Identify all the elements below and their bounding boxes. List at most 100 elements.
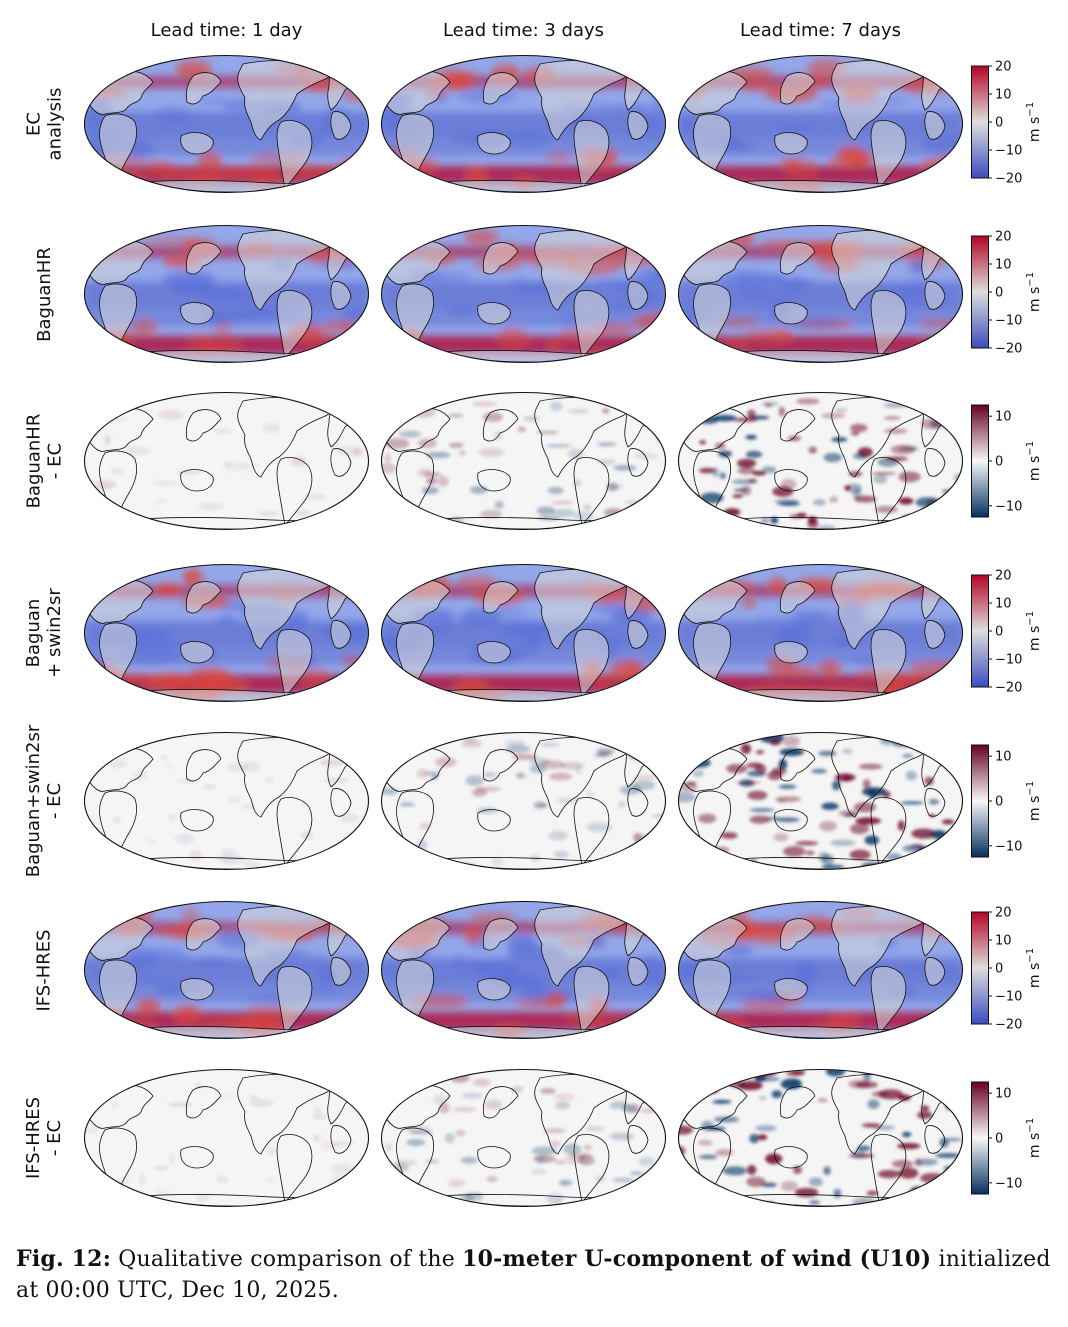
map-outline — [380, 224, 667, 364]
colorbar-unit: m s−1 — [1025, 781, 1043, 821]
map-outline — [83, 54, 370, 194]
colorbar-4: 20 10 0 −10 −20 m s−1 — [971, 569, 1043, 696]
colorbar-tick-label: 0 — [995, 286, 1003, 301]
colorbar-tick-label: 10 — [995, 597, 1012, 612]
coastline — [439, 180, 631, 193]
coastline — [870, 290, 907, 359]
coastline — [774, 641, 808, 664]
coastline — [330, 620, 352, 649]
coastline — [774, 132, 808, 155]
coastline — [185, 242, 222, 275]
coastline — [774, 469, 808, 492]
coastline — [924, 957, 946, 986]
coastline — [276, 1134, 313, 1203]
coastline — [924, 1125, 946, 1154]
colorbar-tick-label: −10 — [995, 839, 1022, 854]
coastline — [779, 581, 816, 614]
colorbar-tick-label: −10 — [995, 1176, 1022, 1191]
coastline — [477, 809, 511, 832]
map-outline — [380, 391, 667, 531]
coastline — [924, 788, 946, 817]
map-outline — [380, 900, 667, 1040]
coastline — [185, 409, 222, 442]
coastline — [779, 409, 816, 442]
coastline — [573, 1134, 610, 1203]
map-outline — [380, 54, 667, 194]
colorbar-unit: m s−1 — [1025, 948, 1043, 988]
coastline — [870, 629, 907, 698]
coastline — [627, 957, 649, 986]
row-label-5: Baguan+swin2sr - EC — [12, 725, 76, 877]
coastline — [482, 72, 519, 105]
colorbar-tick-label: 10 — [995, 750, 1012, 765]
coastline — [774, 809, 808, 832]
colorbar-6: 20 10 0 −10 −20 m s−1 — [971, 906, 1043, 1033]
row-label-text: IFS-HRES — [33, 928, 55, 1012]
coastline — [627, 788, 649, 817]
map-outline — [83, 224, 370, 364]
map-outline — [677, 563, 964, 703]
colorbar-tick-label: −20 — [995, 1018, 1022, 1033]
colorbar-tick-label: 0 — [995, 116, 1003, 131]
colorbar-5: 10 0 −10 m s−1 — [971, 744, 1043, 858]
map-outline — [380, 563, 667, 703]
coastline — [180, 978, 214, 1001]
colorbar-tick-label: −20 — [995, 681, 1022, 696]
colorbar-unit: m s−1 — [1025, 102, 1043, 142]
coastline — [185, 1086, 222, 1119]
coastline — [573, 629, 610, 698]
coastline — [924, 448, 946, 477]
map-outline — [83, 900, 370, 1040]
colorbar-gradient — [971, 235, 989, 349]
map-panel-6-1 — [83, 900, 370, 1040]
coastline — [779, 242, 816, 275]
coastline — [627, 111, 649, 140]
coastline — [482, 242, 519, 275]
coastline — [142, 1026, 334, 1039]
coastline — [482, 749, 519, 782]
coastline — [180, 1146, 214, 1169]
colorbar-unit: m s−1 — [1025, 611, 1043, 651]
colorbar-unit: m s−1 — [1025, 441, 1043, 481]
colorbar-tick-label: −10 — [995, 144, 1022, 159]
colorbar-tick-label: −20 — [995, 172, 1022, 187]
coastline — [573, 966, 610, 1035]
map-panel-6-2 — [380, 900, 667, 1040]
coastline — [774, 1146, 808, 1169]
colorbar-unit: m s−1 — [1025, 1118, 1043, 1158]
coastline — [180, 302, 214, 325]
colorbar-unit: m s−1 — [1025, 272, 1043, 312]
coastline — [330, 1125, 352, 1154]
colorbar-tick-label: −10 — [995, 314, 1022, 329]
colorbar-tick-label: −10 — [995, 990, 1022, 1005]
coastline — [142, 350, 334, 363]
map-outline — [380, 1068, 667, 1208]
coastline — [477, 132, 511, 155]
row-label-text: BaguanHR — [33, 246, 55, 342]
coastline — [330, 111, 352, 140]
coastline — [573, 290, 610, 359]
map-panel-6-3 — [677, 900, 964, 1040]
coastline — [330, 957, 352, 986]
map-panel-5-1 — [83, 731, 370, 871]
coastline — [482, 581, 519, 614]
coastline — [276, 120, 313, 189]
coastline — [477, 302, 511, 325]
colorbar-tick-label: 10 — [995, 410, 1012, 425]
coastline — [330, 788, 352, 817]
colorbar-gradient — [971, 65, 989, 179]
map-panel-4-1 — [83, 563, 370, 703]
coastline — [627, 620, 649, 649]
map-outline — [380, 731, 667, 871]
map-panel-2-2 — [380, 224, 667, 364]
coastline — [477, 1146, 511, 1169]
figure-caption: Fig. 12: Qualitative comparison of the 1… — [16, 1244, 1056, 1306]
coastline — [142, 180, 334, 193]
map-outline — [677, 900, 964, 1040]
coastline — [276, 797, 313, 866]
row-label-1: EC analysis — [12, 54, 76, 194]
map-panel-3-2 — [380, 391, 667, 531]
coastline — [180, 809, 214, 832]
column-title-2: Lead time: 3 days — [442, 20, 605, 41]
row-label-3: BaguanHR - EC — [12, 391, 76, 531]
